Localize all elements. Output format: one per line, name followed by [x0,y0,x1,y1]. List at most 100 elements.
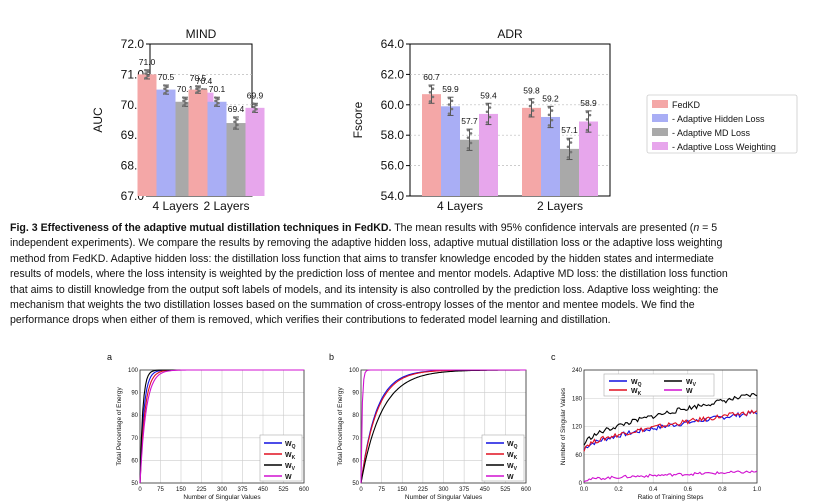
mind-datapoint [163,84,166,87]
caption-line-4: results of models, where the loss intens… [10,268,728,281]
panel-a-xtick-label: 600 [299,487,310,493]
mind-datapoint [233,116,236,119]
panel-label-b: b [329,352,335,362]
panel-a-ytick-label: 70 [131,436,138,442]
mind-datapoint [144,72,147,75]
mind-datapoint [214,99,217,103]
panel-c-legend-label: W [686,388,693,395]
panel-b-xtick-label: 225 [418,487,429,493]
adr-datapoint [431,95,435,99]
mind-datapoint [147,74,150,78]
mind-datapoint [255,107,258,111]
panel-c-frame [583,369,758,484]
adr-value-label: 59.2 [542,93,559,103]
panel-a-series-line [139,369,304,484]
adr-datapoint [488,106,492,109]
panel-b-series-line [360,369,526,484]
adr-value-label: 59.8 [523,86,540,96]
panel-b-xtick-label: 525 [500,487,511,493]
caption-line-3: method from FedKD. Adaptive hidden loss:… [10,252,714,265]
panel-b-legend-label: WV [507,463,518,472]
panel-c-series-line [583,393,758,446]
mind-xtick-label: 2 Layers [203,199,249,213]
panel-c-legend-label: WQ [631,379,642,388]
mind-bar [188,89,208,196]
mind-datapoint [185,97,188,101]
mind-datapoint [236,123,239,127]
caption-line-1: Fig. 3 Effectiveness of the adaptive mut… [10,221,824,236]
mind-datapoint [163,87,166,90]
adr-value-label: 59.9 [442,84,459,94]
mind-value-label: 71.0 [139,57,156,67]
mind-datapoint [252,105,255,109]
adr-datapoint [569,150,573,154]
mind-datapoint [255,103,258,107]
panel-a-xtick-label: 75 [157,487,164,493]
panel-c-legend-label: WK [631,388,642,397]
adr-ytick-label: 56.0 [381,159,405,173]
panel-c-series-line [583,409,758,452]
adr-value-label: 59.4 [480,90,497,100]
mind-datapoint [217,101,220,105]
mind-value-label: 70.5 [158,72,175,82]
mind-bar [137,74,157,196]
adr-frame [409,43,611,197]
panel-b-chart: 0 75 150 225 300 375 450 525 600 50 60 70 80 90 100 Num… [337,368,532,501]
panel-a-legend-label: WV [285,463,296,472]
mind-value-label: 69.9 [247,90,264,100]
panel-b-legend-subscript: V [514,466,518,472]
panel-a-legend-subscript: Q [292,444,296,450]
adr-value-label: 58.9 [580,98,597,108]
adr-datapoint [469,141,473,145]
mind-datapoint [163,91,166,95]
legend: FedKD - Adaptive Hidden Loss - Adaptive MD… [646,94,798,154]
panel-a-xtick-label: 375 [237,487,248,493]
legend-box [646,94,798,154]
panel-b-legend-box [481,434,525,482]
adr-value-label: 57.7 [461,116,478,126]
mind-datapoint [252,102,255,106]
mind-datapoint [166,89,169,93]
caption-line-6: mechanism that weights the two distillat… [10,299,695,312]
panel-c-xtick-label: 0.6 [684,487,693,493]
panel-b-legend-label: WK [507,452,518,461]
mind-datapoint [182,99,185,103]
mind-datapoint [195,91,198,94]
adr-datapoint [566,138,570,141]
panel-a-legend-subscript: V [292,466,296,472]
panel-c-legend-subscript: Q [638,382,642,388]
panel-a-xtick-label: 525 [278,487,289,493]
mind-value-label: 70.5 [190,73,207,83]
panel-a-xtick-label: 0 [138,487,142,493]
panel-c-legend-box [603,373,715,397]
panel-c-chart: 0.0 0.2 0.4 0.6 0.8 1.0 0 60 120 180 240 Ratio of T… [560,368,762,501]
adr-ytick-label: 58.0 [381,128,405,142]
adr-bar [422,94,441,196]
mind-value-label: 70.4 [196,76,213,86]
panel-label-a: a [107,352,113,362]
mind-datapoint [182,104,185,107]
caption-n: n [693,222,700,234]
adr-ylabel: Fscore [351,101,365,138]
panel-b-ytick-label: 50 [352,481,359,487]
adr-bar [541,116,560,196]
panel-c-xtick-label: 0.2 [614,487,623,493]
adr-datapoint [531,101,535,104]
mind-value-label: 70.1 [209,84,226,94]
legend-label: - Adaptive MD Loss [672,128,751,138]
mind-datapoint [233,126,236,130]
mind-title: MIND [186,27,217,41]
adr-datapoint [466,146,470,150]
mind-datapoint [214,96,217,99]
adr-datapoint [585,118,589,121]
panel-a-xlabel: Number of Singular Values [183,494,261,501]
adr-datapoint [569,141,573,144]
panel-b-xtick-label: 75 [378,487,385,493]
adr-datapoint [485,110,489,114]
figure-caption: Fig. 3 Effectiveness of the adaptive mut… [10,221,824,329]
panel-a-legend-subscript: K [292,455,296,461]
adr-datapoint [585,128,589,132]
mind-datapoint [198,89,201,92]
